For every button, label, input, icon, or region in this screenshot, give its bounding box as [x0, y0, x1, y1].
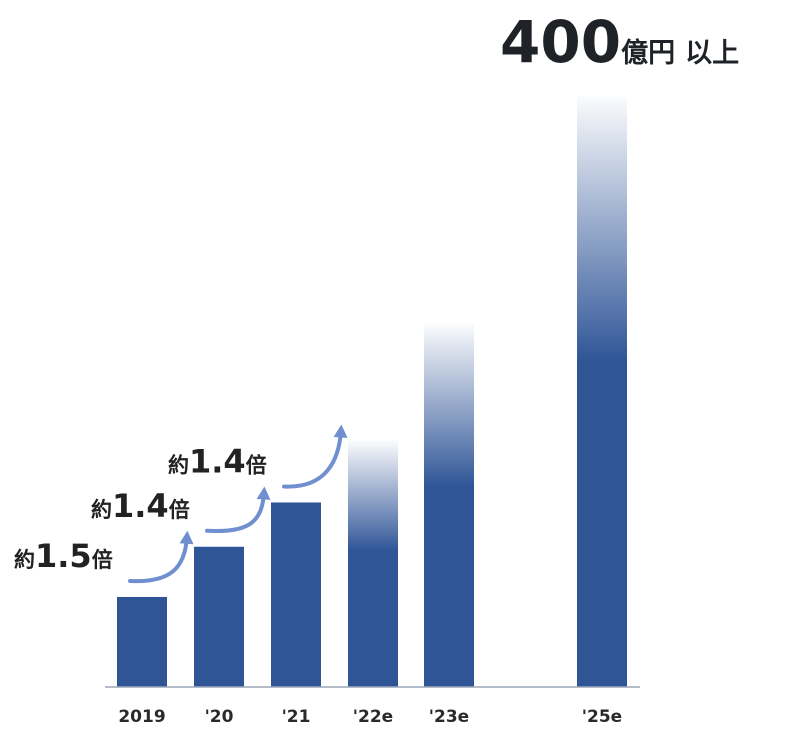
growth-arrow-head	[256, 486, 271, 500]
x-tick-label: '20	[205, 707, 234, 727]
growth-arrow-head	[179, 530, 194, 545]
bar-6	[577, 96, 627, 688]
growth-label: 約1.4倍	[91, 487, 190, 525]
growth-arrow-head	[333, 424, 348, 438]
growth-arrow	[128, 534, 189, 584]
bar-5	[424, 323, 474, 687]
headline-unit: 億円	[621, 38, 675, 69]
growth-arrows	[128, 424, 348, 584]
x-tick-label: 2019	[118, 707, 165, 727]
headline-suffix: 以上	[685, 38, 739, 69]
bar-2	[194, 546, 244, 687]
headline-value: 400	[500, 8, 621, 76]
x-tick-label: '25e	[582, 707, 622, 727]
growth-arrow	[205, 490, 266, 533]
growth-label: 約1.5倍	[14, 537, 113, 575]
bars	[117, 96, 627, 688]
growth-arrow	[282, 428, 343, 489]
bar-1	[117, 596, 167, 687]
x-tick-labels: 2019 '20 '21 '22e '23e '25e	[118, 707, 622, 727]
x-tick-label: '22e	[353, 707, 393, 727]
bar-4	[348, 440, 398, 687]
x-tick-label: '23e	[429, 707, 469, 727]
headline-label: 400億円 以上	[500, 8, 739, 76]
bar-3	[271, 502, 321, 687]
growth-label: 約1.4倍	[168, 442, 267, 480]
x-tick-label: '21	[282, 707, 311, 727]
